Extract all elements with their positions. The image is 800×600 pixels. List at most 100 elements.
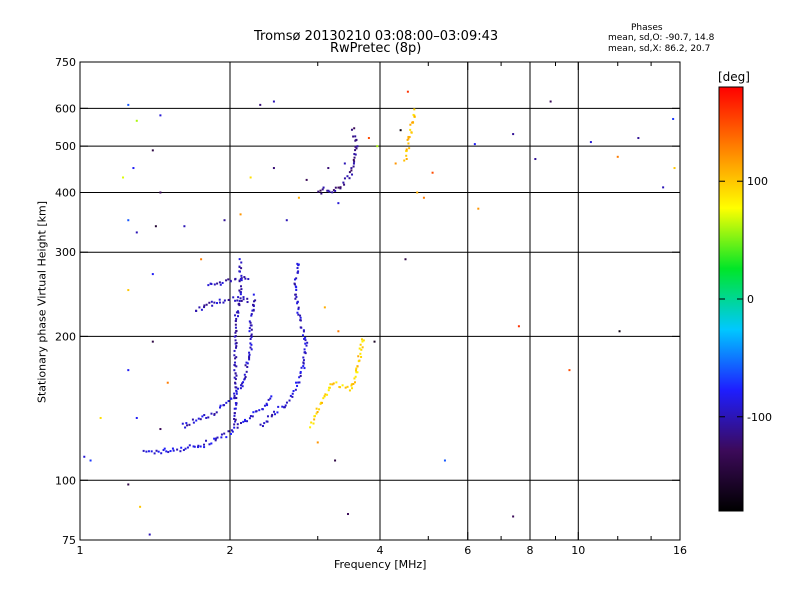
y-tick-label: 600 xyxy=(55,102,76,115)
data-point xyxy=(243,373,246,376)
data-point xyxy=(296,301,299,304)
data-point xyxy=(288,399,291,402)
data-point xyxy=(220,436,223,439)
data-point xyxy=(406,90,409,93)
data-point xyxy=(534,158,537,161)
data-point xyxy=(354,145,357,148)
data-point xyxy=(319,402,322,405)
data-point xyxy=(295,381,298,384)
data-point xyxy=(328,386,331,389)
data-point xyxy=(145,450,148,453)
data-point xyxy=(216,282,219,285)
data-point xyxy=(315,407,318,410)
data-point xyxy=(351,173,354,176)
data-point xyxy=(234,381,237,384)
data-point xyxy=(360,348,363,351)
data-point xyxy=(215,437,218,440)
x-tick-label: 1 xyxy=(77,544,84,557)
data-point xyxy=(343,177,346,180)
y-tick-label: 750 xyxy=(55,56,76,69)
data-point xyxy=(353,127,356,130)
data-point xyxy=(203,443,206,446)
data-point xyxy=(235,403,238,406)
data-point xyxy=(293,278,296,281)
data-point xyxy=(252,293,255,296)
data-point xyxy=(355,369,358,372)
data-point xyxy=(299,319,302,322)
data-point xyxy=(235,329,238,332)
data-point xyxy=(407,142,410,145)
data-point xyxy=(357,355,360,358)
data-point xyxy=(243,418,246,421)
data-point xyxy=(234,386,237,389)
data-point xyxy=(186,424,189,427)
data-point xyxy=(259,423,262,426)
data-point xyxy=(234,299,237,302)
x-tick-label: 10 xyxy=(571,544,585,557)
data-point xyxy=(248,355,251,358)
data-point xyxy=(235,356,238,359)
axes: 1 2 4 6 8 10 16 75 100 200 300 400 500 600 750 xyxy=(55,56,687,557)
data-point xyxy=(350,167,353,170)
data-point xyxy=(211,304,214,307)
data-point xyxy=(265,402,268,405)
data-point xyxy=(251,415,254,418)
colorbar-label: [deg] xyxy=(718,70,750,84)
data-point xyxy=(237,311,240,314)
data-point xyxy=(259,103,262,106)
data-point xyxy=(239,291,242,294)
data-point xyxy=(248,320,251,323)
data-point xyxy=(294,388,297,391)
data-point xyxy=(431,171,434,174)
data-point xyxy=(234,357,237,360)
data-point xyxy=(234,407,237,410)
data-point xyxy=(167,451,170,454)
data-point xyxy=(297,306,300,309)
data-point xyxy=(233,417,236,420)
data-point xyxy=(203,304,206,307)
data-point xyxy=(235,374,238,377)
data-point xyxy=(250,314,253,317)
data-point xyxy=(213,301,216,304)
data-point xyxy=(405,149,408,152)
x-tick-label: 2 xyxy=(227,544,234,557)
data-point xyxy=(673,167,676,170)
data-point xyxy=(238,265,241,268)
data-point xyxy=(89,459,92,462)
data-point xyxy=(316,410,319,413)
data-point xyxy=(352,135,355,138)
data-point xyxy=(172,449,175,452)
data-point xyxy=(234,335,237,338)
data-point xyxy=(195,419,198,422)
data-point xyxy=(334,189,337,192)
data-point xyxy=(240,274,243,277)
data-point xyxy=(199,445,202,448)
data-point xyxy=(234,339,237,342)
data-point xyxy=(240,279,243,282)
data-point xyxy=(249,321,252,324)
data-point xyxy=(235,311,238,314)
data-point xyxy=(210,300,213,303)
data-point xyxy=(186,446,189,449)
data-point xyxy=(235,389,238,392)
data-point xyxy=(181,422,184,425)
data-point xyxy=(218,281,221,284)
data-point xyxy=(297,263,300,266)
data-point xyxy=(179,450,182,453)
data-point xyxy=(249,176,252,179)
data-point xyxy=(405,157,408,160)
data-point xyxy=(225,279,228,282)
data-point xyxy=(376,145,379,148)
data-point xyxy=(185,422,188,425)
data-point xyxy=(285,219,288,222)
data-point xyxy=(241,385,244,388)
data-point xyxy=(249,346,252,349)
phase-stats-o: mean, sd,O: -90.7, 14.8 xyxy=(608,33,715,43)
data-point xyxy=(230,397,233,400)
data-point xyxy=(351,387,354,390)
data-point xyxy=(139,505,142,508)
data-point xyxy=(218,406,221,409)
data-point xyxy=(233,354,236,357)
data-point xyxy=(271,413,274,416)
data-point xyxy=(127,289,130,292)
